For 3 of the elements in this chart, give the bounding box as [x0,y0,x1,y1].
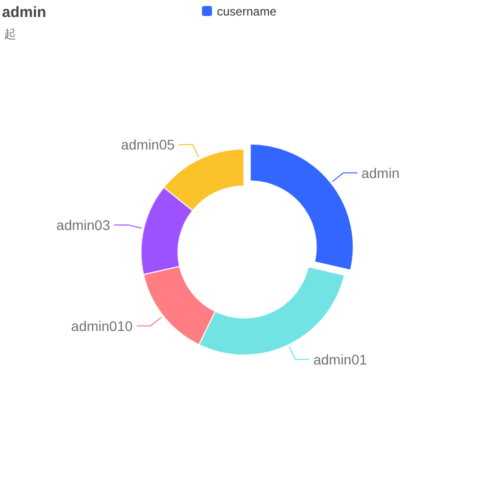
title: admin [2,4,46,21]
legend-label: cusername [217,4,276,18]
subtitle: 起 [4,27,16,41]
